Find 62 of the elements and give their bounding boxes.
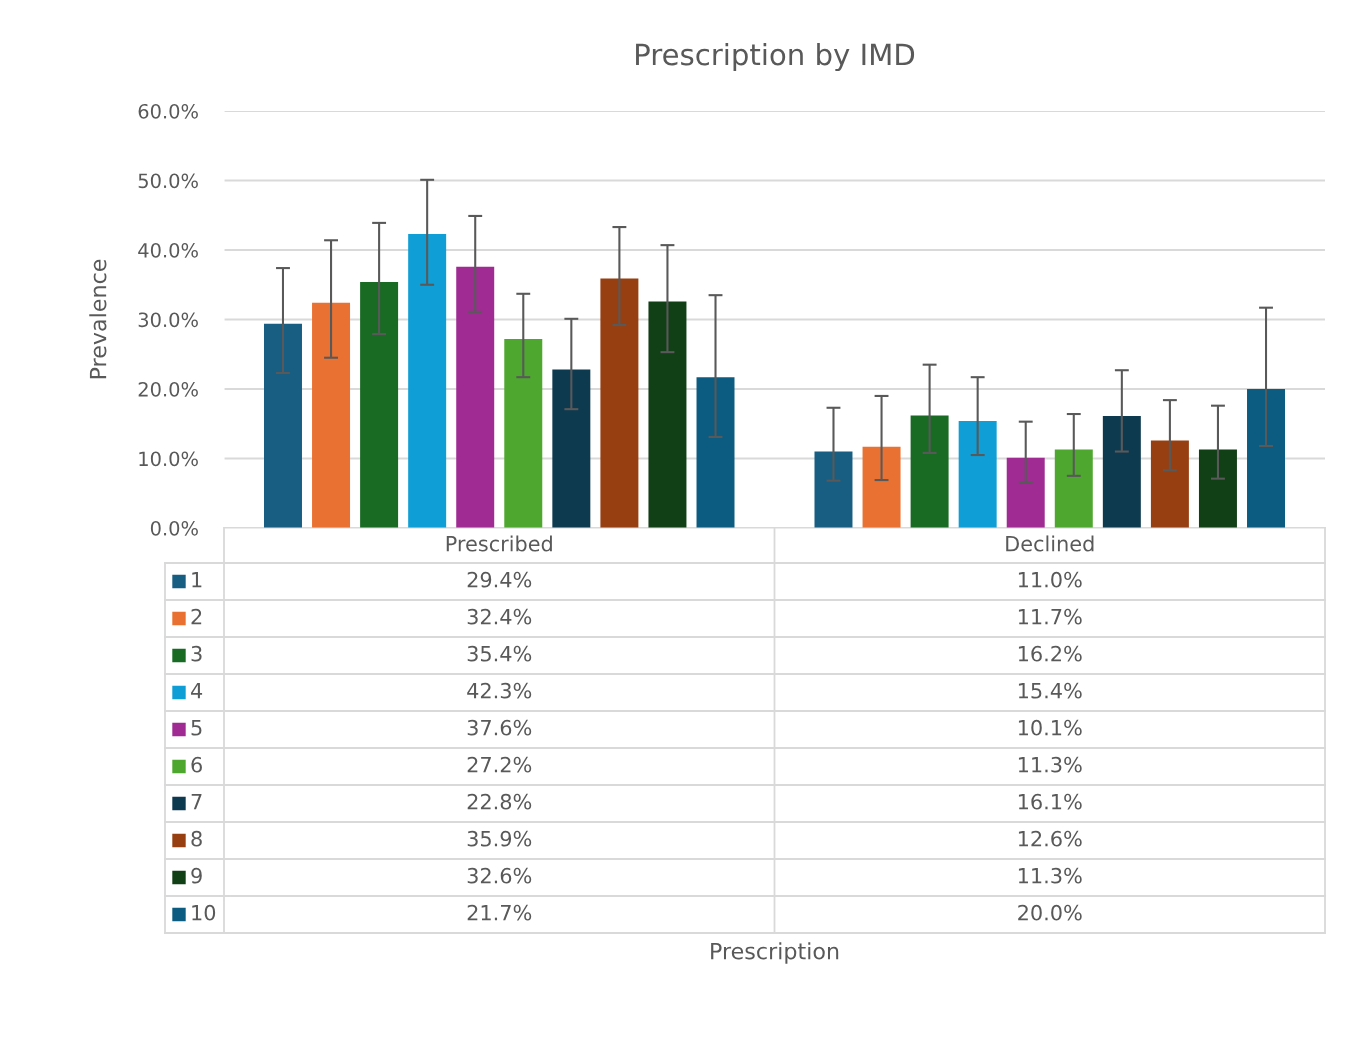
bar xyxy=(862,446,901,528)
bar xyxy=(552,369,591,528)
y-tick-label: 0.0% xyxy=(150,520,198,536)
bar xyxy=(910,415,949,528)
data-label: 29.4% xyxy=(467,571,532,588)
bar xyxy=(696,377,735,528)
data-label: 11.3% xyxy=(1018,756,1082,773)
data-label: 37.6% xyxy=(467,719,532,736)
bar xyxy=(1198,449,1237,528)
bar xyxy=(263,323,302,528)
data-label: 10.1% xyxy=(1018,719,1082,736)
bar xyxy=(1054,449,1093,528)
legend-label: 2 xyxy=(191,608,202,625)
x-tick-label: Declined xyxy=(1006,535,1094,552)
text: Prescription xyxy=(711,942,839,964)
legend-label: 3 xyxy=(191,645,202,662)
bar xyxy=(456,266,495,528)
y-tick-label: 40.0% xyxy=(138,242,198,258)
data-label: 15.4% xyxy=(1018,682,1082,699)
data-label: 32.4% xyxy=(467,608,532,625)
data-label: 42.3% xyxy=(467,682,532,699)
bar xyxy=(1150,440,1189,528)
bar xyxy=(648,301,687,528)
bar xyxy=(814,451,853,528)
chart-title: Prescription by IMD xyxy=(636,42,915,72)
data-label: 11.7% xyxy=(1018,608,1082,625)
x-tick-label: Prescribed xyxy=(446,535,552,552)
bar xyxy=(600,278,639,528)
legend-label: 7 xyxy=(191,794,202,810)
y-tick-label: 30.0% xyxy=(138,312,198,328)
data-label: 16.2% xyxy=(1018,645,1082,662)
y-tick-label: 50.0% xyxy=(138,173,198,189)
bar xyxy=(958,420,997,528)
bar xyxy=(504,338,543,528)
legend-label: 10 xyxy=(192,904,216,921)
data-label: 16.1% xyxy=(1018,793,1082,810)
data-label: 11.3% xyxy=(1018,867,1082,884)
legend-label: 6 xyxy=(191,756,202,773)
y-tick-label: 60.0% xyxy=(138,103,198,119)
bar xyxy=(1006,457,1045,528)
y-axis-title: Prevalence xyxy=(89,259,107,379)
data-label: 35.4% xyxy=(467,645,532,662)
legend-label: 4 xyxy=(191,683,203,699)
data-label: 27.2% xyxy=(467,756,532,773)
bar xyxy=(1247,389,1286,528)
data-label: 11.0% xyxy=(1018,571,1082,588)
y-tick-label: 20.0% xyxy=(138,381,198,397)
data-label: 35.9% xyxy=(467,830,532,847)
data-label: 12.6% xyxy=(1018,830,1082,847)
data-label: 20.0% xyxy=(1018,904,1082,921)
legend-label: 9 xyxy=(191,867,202,884)
legend-label: 8 xyxy=(191,830,202,847)
legend-label: 1 xyxy=(192,572,202,588)
y-tick-label: 10.0% xyxy=(139,451,198,467)
bar xyxy=(360,281,399,528)
legend-label: 5 xyxy=(191,720,202,736)
data-label: 21.7% xyxy=(467,904,532,921)
data-label: 32.6% xyxy=(467,867,532,884)
bar xyxy=(408,234,447,528)
bar xyxy=(1102,416,1141,528)
data-label: 22.8% xyxy=(467,793,532,810)
bar xyxy=(312,302,351,528)
